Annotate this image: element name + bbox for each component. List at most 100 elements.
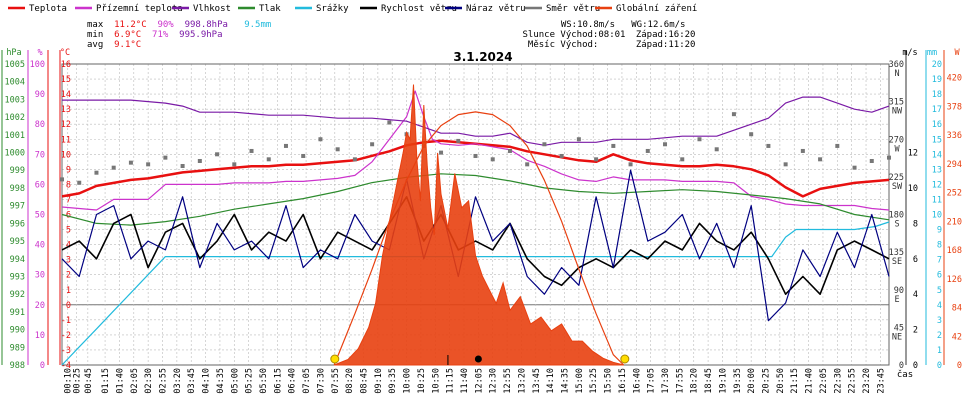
wind-tick: 4 — [913, 290, 918, 300]
x-tick-label: 00:45 — [84, 368, 94, 394]
wind-tick: 0 — [913, 361, 918, 371]
x-tick-label: 00:10 — [64, 368, 74, 394]
chart-title: 3.1.2024 — [453, 50, 513, 64]
rain-tick: 18 — [932, 90, 942, 100]
wind-direction-point — [456, 138, 461, 143]
pressure-tick: 989 — [10, 343, 25, 353]
min-hum: 71% — [152, 30, 169, 40]
temperature-tick: 6 — [66, 211, 71, 221]
x-tick-label: 03:45 — [187, 368, 197, 394]
wind-direction-point — [490, 157, 495, 162]
legend: Teplota Přízemní teplota Vlhkost Tlak Srážky… — [8, 4, 697, 14]
rain-tick: 2 — [937, 331, 942, 341]
wind-direction-point — [525, 162, 530, 167]
humidity-tick: 30 — [35, 271, 45, 281]
x-tick-label: 14:35 — [561, 368, 571, 394]
direction-tick: 135 — [889, 248, 904, 258]
temperature-tick: 10 — [61, 150, 71, 160]
direction-tick: 225 — [889, 173, 904, 183]
x-tick-label: 22:05 — [819, 368, 829, 394]
wind-direction-point — [94, 170, 99, 175]
wind-unit: m/s — [902, 48, 917, 58]
pressure-tick: 993 — [10, 272, 25, 282]
direction-label: W — [894, 144, 900, 154]
x-tick-label: 02:55 — [159, 368, 169, 394]
wind-direction-point — [370, 142, 375, 147]
temperature-tick: 8 — [66, 180, 71, 190]
x-tick-label: 09:10 — [374, 368, 384, 394]
temperature-tick: -4 — [61, 361, 71, 371]
pressure-tick: 1004 — [5, 78, 25, 88]
axes: 1005100410031002100110009999989979969959… — [1, 48, 962, 371]
temperature-tick: 13 — [61, 105, 71, 115]
wind-direction-point — [473, 153, 478, 158]
radiation-tick: 336 — [947, 131, 962, 141]
wind-direction-point — [232, 162, 237, 167]
temperature-tick: 4 — [66, 241, 71, 251]
series-line — [61, 90, 890, 211]
direction-label: S — [894, 220, 899, 230]
humidity-tick: 50 — [35, 211, 45, 221]
wind-direction-point — [111, 165, 116, 170]
temperature-unit: °C — [60, 48, 70, 58]
x-tick-label: 17:30 — [661, 368, 671, 394]
wind-direction-point — [128, 160, 133, 165]
wind-direction-point — [611, 143, 616, 148]
wind-direction-point — [628, 162, 633, 167]
temperature-tick: 9 — [66, 165, 71, 175]
x-tick-label: 10:00 — [403, 368, 413, 394]
moon-marker — [474, 355, 482, 363]
legend-label: Rychlost větru — [381, 4, 457, 14]
wind-direction-point — [352, 157, 357, 162]
pressure-tick: 1002 — [5, 113, 25, 123]
wind-tick: 8 — [913, 219, 918, 229]
radiation-tick: 0 — [957, 361, 962, 371]
min-label: min — [87, 30, 104, 40]
direction-tick: 315 — [889, 98, 904, 108]
x-tick-label: 20:25 — [762, 368, 772, 394]
wind-direction-point — [835, 143, 840, 148]
radiation-tick: 42 — [952, 332, 962, 342]
wind-direction-point — [852, 165, 857, 170]
min-temp: 6.9°C — [114, 30, 142, 40]
wind-tick: 12 — [908, 149, 918, 159]
pressure-tick: 994 — [10, 255, 25, 265]
rain-tick: 7 — [937, 256, 942, 266]
x-tick-label: 16:15 — [618, 368, 628, 394]
x-tick-label: 03:20 — [173, 368, 183, 394]
wind-direction-point — [576, 137, 581, 142]
pressure-tick: 998 — [10, 184, 25, 194]
temperature-tick: 2 — [66, 271, 71, 281]
temperature-tick: -1 — [61, 316, 71, 326]
humidity-tick: 40 — [35, 241, 45, 251]
series-line — [61, 169, 890, 322]
temperature-tick: -2 — [61, 331, 71, 341]
x-tick-label: 07:30 — [316, 368, 326, 394]
radiation-tick: 126 — [947, 275, 962, 285]
direction-label: SE — [892, 257, 902, 267]
wind-direction-point — [766, 143, 771, 148]
wind-direction-point — [335, 147, 340, 152]
wg-value: WG:12.6m/s — [631, 20, 686, 30]
stats-block: max 11.2°C 90% 998.8hPa 9.5mm min 6.9°C … — [87, 20, 271, 50]
wind-direction-point — [283, 143, 288, 148]
x-tick-label: 19:35 — [733, 368, 743, 394]
direction-tick: 0 — [899, 361, 904, 371]
x-tick-label: 02:05 — [130, 368, 140, 394]
rain-tick: 8 — [937, 241, 942, 251]
wind-direction-point — [731, 112, 736, 117]
rain-tick: 13 — [932, 165, 942, 175]
legend-label: Přízemní teplota — [96, 4, 183, 14]
x-tick-label: 06:40 — [288, 368, 298, 394]
wind-direction-point — [163, 155, 168, 160]
max-press: 998.8hPa — [184, 20, 228, 30]
x-tick-label: 23:20 — [862, 368, 872, 394]
max-rain: 9.5mm — [244, 20, 272, 30]
radiation-tick: 378 — [947, 102, 962, 112]
rain-tick: 9 — [937, 226, 942, 236]
humidity-tick: 90 — [35, 90, 45, 100]
rain-tick: 4 — [937, 301, 942, 311]
direction-tick: 90 — [894, 286, 904, 296]
x-axis: 00:1000:25 00:45 01:15 01:40 02:05 02:30 02:55… — [64, 368, 913, 394]
direction-label: SW — [892, 182, 903, 192]
